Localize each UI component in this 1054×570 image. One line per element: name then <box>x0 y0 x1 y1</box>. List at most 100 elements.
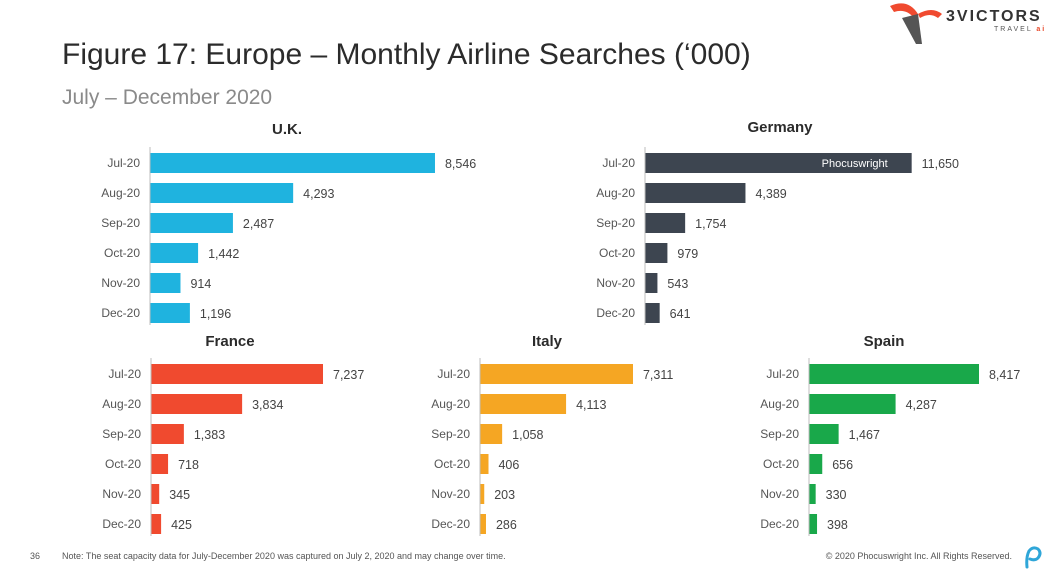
category-label: Aug-20 <box>760 397 799 411</box>
bar-dec-20 <box>150 303 190 323</box>
value-label: 2,487 <box>243 217 274 231</box>
bar-jul-20 <box>150 153 435 173</box>
value-label: 641 <box>670 307 691 321</box>
value-label: 656 <box>832 458 853 472</box>
value-label: 4,293 <box>303 187 334 201</box>
category-label: Dec-20 <box>760 517 799 531</box>
value-label: 11,650 <box>922 157 959 171</box>
value-label: 4,287 <box>906 398 937 412</box>
category-label: Oct-20 <box>763 457 799 471</box>
watermark-text: Phocuswright <box>822 158 888 170</box>
page-subtitle: July – December 2020 <box>62 86 273 109</box>
chart-title-france: France <box>205 333 255 350</box>
value-label: 398 <box>827 518 848 532</box>
value-label: 1,383 <box>194 428 225 442</box>
value-label: 425 <box>171 518 192 532</box>
bar-sep-20 <box>480 424 503 444</box>
logo-mark-icon <box>890 3 942 44</box>
copyright-text: © 2020 Phocuswright Inc. All Rights Rese… <box>825 551 1012 561</box>
value-label: 345 <box>169 488 190 502</box>
category-label: Jul-20 <box>602 156 635 170</box>
value-label: 4,389 <box>755 187 786 201</box>
category-label: Jul-20 <box>108 367 141 381</box>
chart-spain: Jul-20 8,417 Aug-20 4,287 Sep-20 1,467 Oct-20 6… <box>760 358 1020 536</box>
value-label: 1,442 <box>208 247 239 261</box>
value-label: 4,113 <box>576 398 606 412</box>
logo-subtext: TRAVEL ai <box>994 26 1047 33</box>
chart-title-uk: U.K. <box>272 121 302 138</box>
value-label: 8,417 <box>989 368 1020 382</box>
value-label: 1,058 <box>512 428 543 442</box>
bar-sep-20 <box>151 424 184 444</box>
category-label: Oct-20 <box>434 457 470 471</box>
value-label: 914 <box>190 277 211 291</box>
category-label: Sep-20 <box>596 216 635 230</box>
value-label: 203 <box>494 488 515 502</box>
bar-aug-20 <box>150 183 294 203</box>
bar-dec-20 <box>645 303 660 323</box>
category-label: Aug-20 <box>101 186 140 200</box>
category-label: Jul-20 <box>437 367 470 381</box>
value-label: 1,467 <box>849 428 880 442</box>
value-label: 718 <box>178 458 199 472</box>
phocuswright-logo-icon <box>1025 546 1042 569</box>
bar-sep-20 <box>809 424 839 444</box>
footer-note: Note: The seat capacity data for July-De… <box>62 551 506 561</box>
page-title: Figure 17: Europe – Monthly Airline Sear… <box>62 38 751 71</box>
chart-title-germany: Germany <box>747 119 813 136</box>
bar-nov-20 <box>151 484 160 504</box>
value-label: 330 <box>826 488 847 502</box>
bar-sep-20 <box>150 213 233 233</box>
bar-jul-20 <box>809 364 979 384</box>
bar-sep-20 <box>645 213 686 233</box>
value-label: 406 <box>498 458 519 472</box>
value-label: 1,754 <box>695 217 726 231</box>
value-label: 7,237 <box>333 368 364 382</box>
page-number: 36 <box>30 551 41 561</box>
bar-dec-20 <box>480 514 486 534</box>
bar-dec-20 <box>809 514 818 534</box>
category-label: Jul-20 <box>766 367 799 381</box>
category-label: Sep-20 <box>431 427 470 441</box>
value-label: 7,311 <box>643 368 673 382</box>
category-label: Nov-20 <box>596 276 635 290</box>
bar-dec-20 <box>151 514 162 534</box>
value-label: 1,196 <box>200 307 231 321</box>
chart-italy: Jul-20 7,311 Aug-20 4,113 Sep-20 1,058 Oct-20 4… <box>431 358 673 536</box>
value-label: 3,834 <box>252 398 283 412</box>
bar-nov-20 <box>645 273 658 293</box>
category-label: Oct-20 <box>105 457 141 471</box>
category-label: Oct-20 <box>599 246 635 260</box>
bar-aug-20 <box>480 394 567 414</box>
bar-aug-20 <box>151 394 243 414</box>
bar-nov-20 <box>809 484 816 504</box>
chart-uk: Jul-20 8,546 Aug-20 4,293 Sep-20 2,487 Oct-20 1… <box>101 147 476 325</box>
category-label: Jul-20 <box>107 156 140 170</box>
brand-logo: 3VICTORS TRAVEL ai <box>888 0 1054 46</box>
chart-title-spain: Spain <box>863 333 905 350</box>
value-label: 979 <box>677 247 698 261</box>
category-label: Sep-20 <box>101 216 140 230</box>
category-label: Oct-20 <box>104 246 140 260</box>
bar-nov-20 <box>480 484 485 504</box>
category-label: Sep-20 <box>102 427 141 441</box>
bar-jul-20 <box>645 153 912 173</box>
bar-oct-20 <box>809 454 823 474</box>
bar-aug-20 <box>809 394 896 414</box>
bar-aug-20 <box>645 183 746 203</box>
category-label: Aug-20 <box>596 186 635 200</box>
category-label: Dec-20 <box>596 306 635 320</box>
value-label: 286 <box>496 518 517 532</box>
category-label: Dec-20 <box>101 306 140 320</box>
category-label: Nov-20 <box>431 487 470 501</box>
bar-jul-20 <box>480 364 633 384</box>
bar-nov-20 <box>150 273 181 293</box>
category-label: Dec-20 <box>102 517 141 531</box>
bar-oct-20 <box>151 454 169 474</box>
category-label: Nov-20 <box>101 276 140 290</box>
category-label: Nov-20 <box>102 487 141 501</box>
chart-title-italy: Italy <box>531 333 562 350</box>
chart-germany: Jul-20 11,650 Phocuswright Aug-20 4,389 Sep-2… <box>596 147 959 325</box>
bar-oct-20 <box>645 243 668 263</box>
category-label: Dec-20 <box>431 517 470 531</box>
